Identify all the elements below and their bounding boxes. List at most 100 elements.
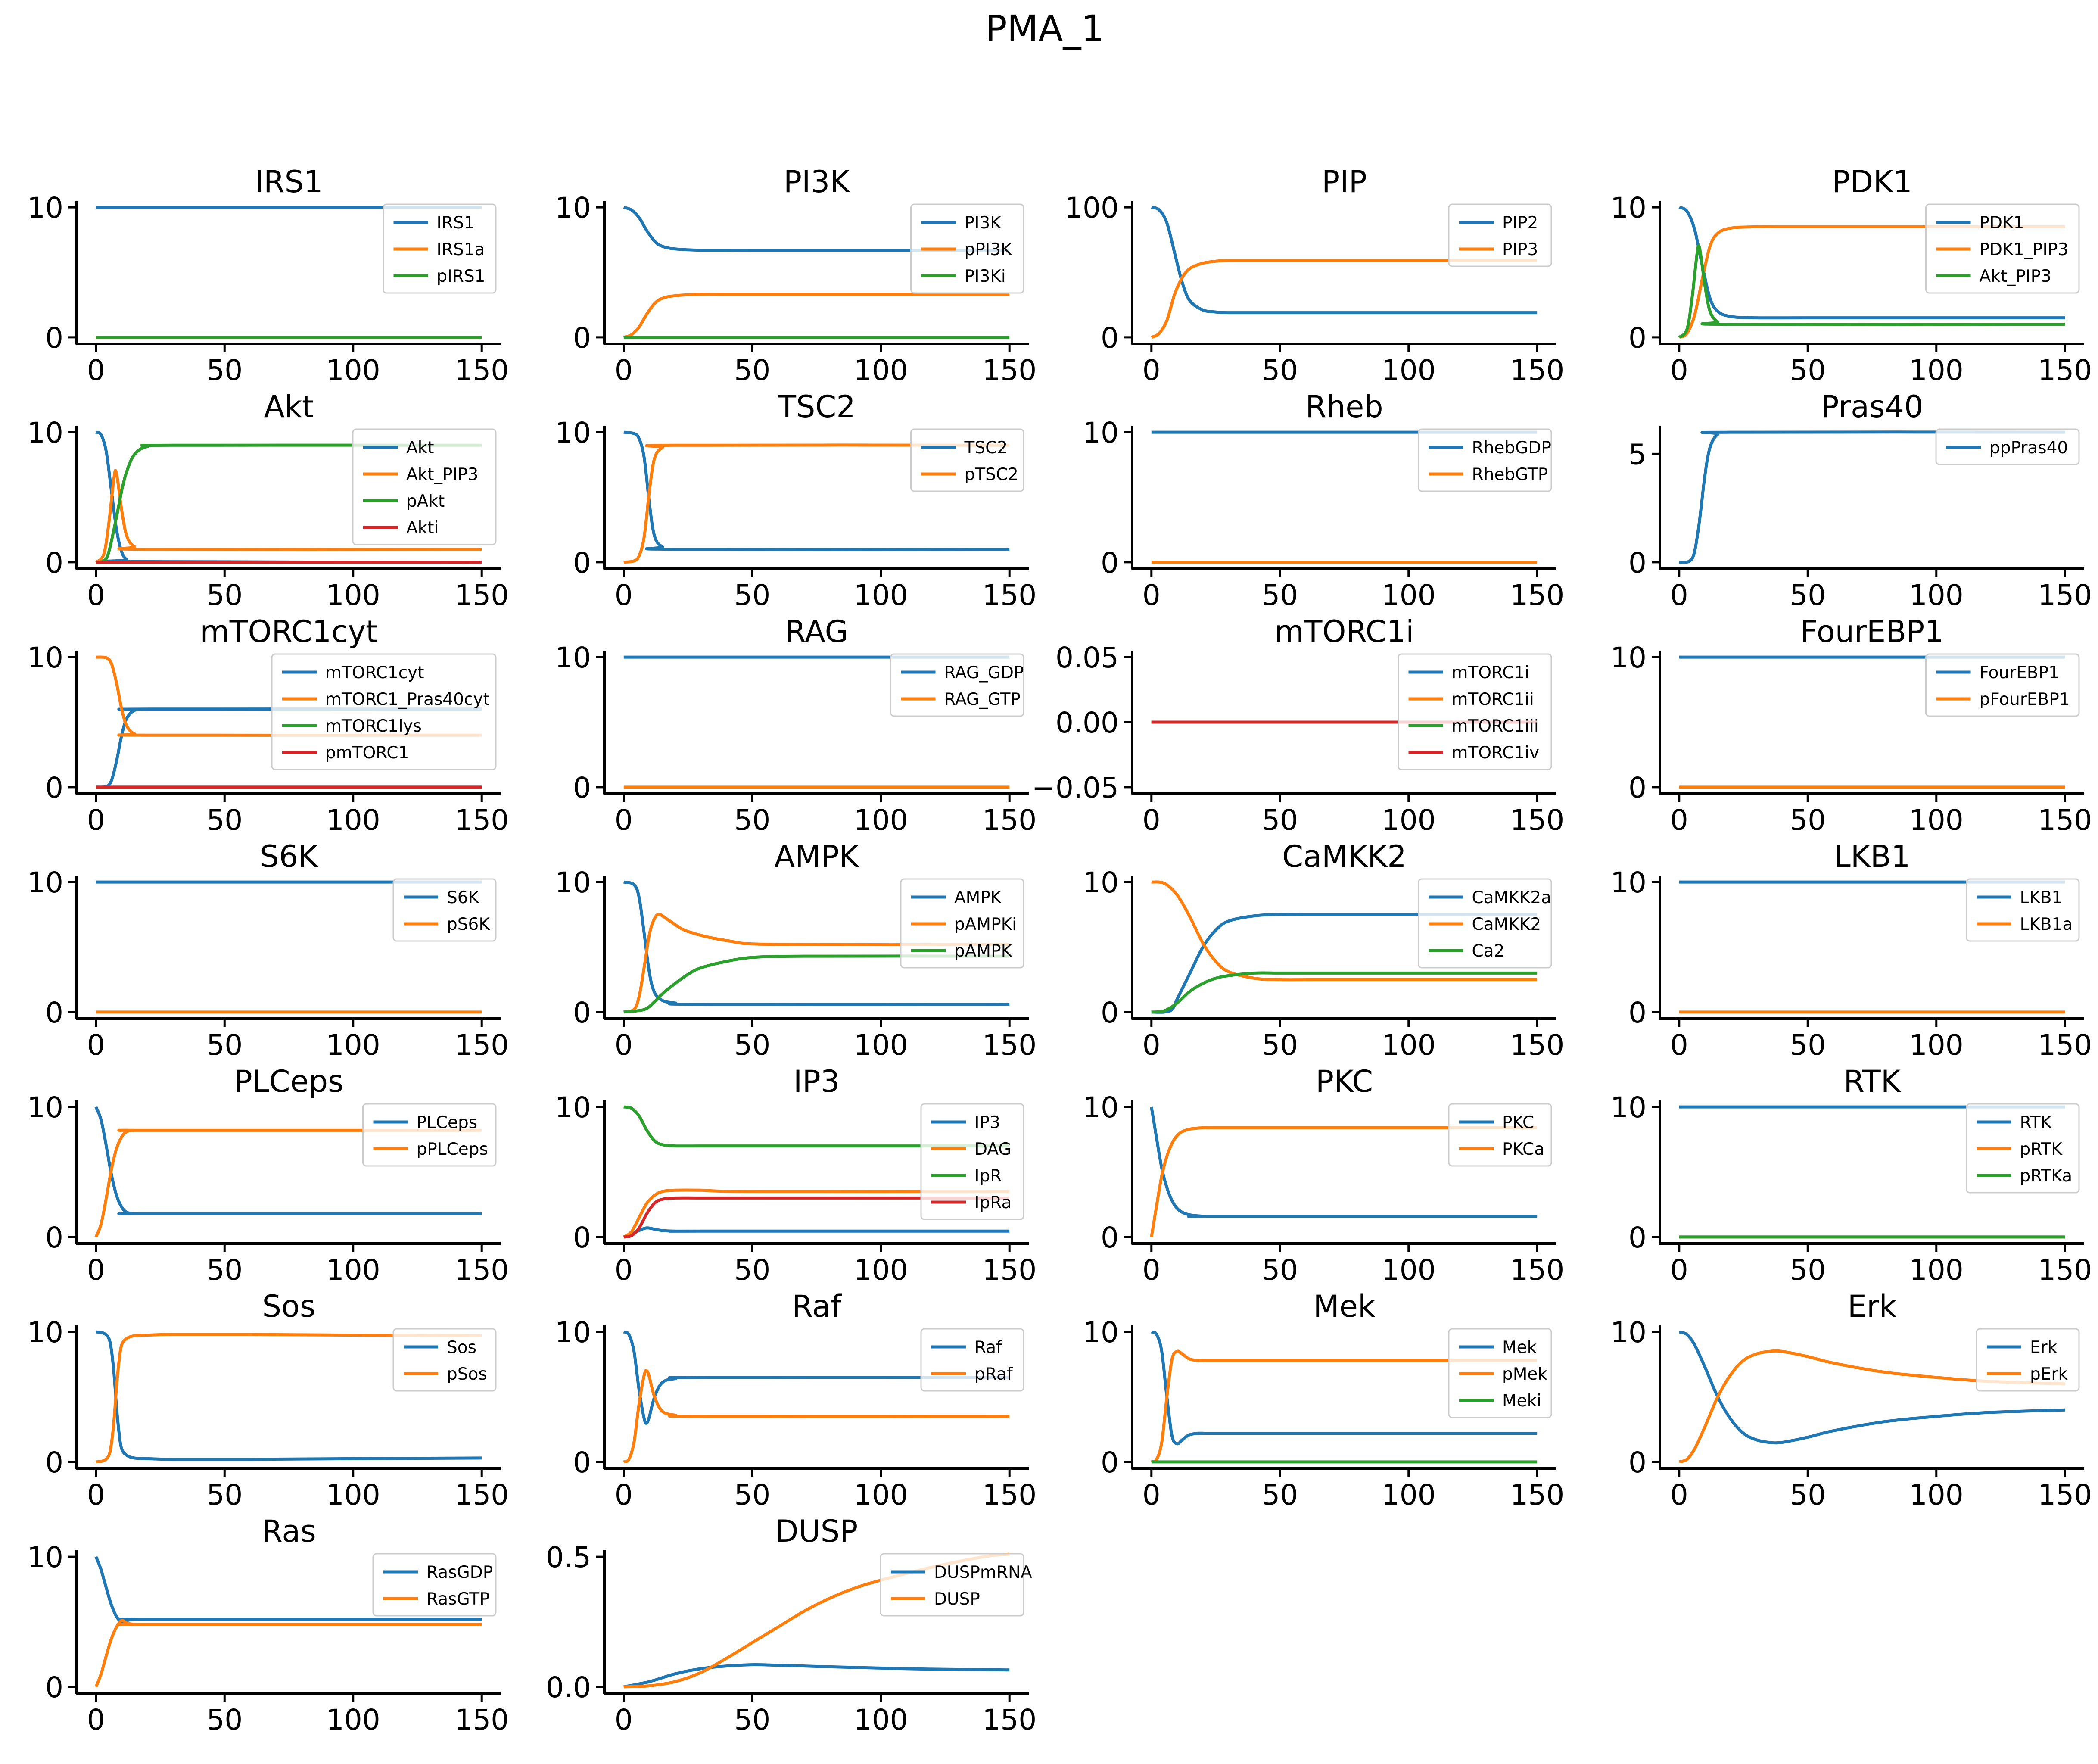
y-tick-label: 0 — [1628, 546, 1647, 580]
legend: CaMKK2a CaMKK2 Ca2 — [1418, 878, 1552, 969]
series-line-ipr — [623, 1105, 1010, 1148]
series-line-ipra — [623, 1196, 1010, 1239]
legend-label: mTORC1_Pras40cyt — [325, 690, 490, 709]
subplot-pras40: 0 50 100 150 0 5 Pras40 ppPras40 — [1628, 389, 2092, 612]
x-tick-label: 150 — [454, 579, 509, 612]
series-line-raf — [623, 1330, 1010, 1425]
series-line-pkca — [1150, 1126, 1538, 1237]
series-line-pdk1-pip3 — [1678, 225, 2065, 339]
legend-label: RhebGTP — [1472, 465, 1548, 484]
x-tick-label: 0 — [1670, 354, 1688, 387]
x-tick-label: 100 — [326, 1028, 380, 1062]
subplot-rag: 0 50 100 150 0 10 RAG RAG_GDP RAG_GTP — [555, 614, 1037, 837]
series-line-ptsc2 — [623, 443, 1010, 564]
subplot-akt: 0 50 100 150 0 10 Akt Akt Akt_PIP3 pAkt Akti — [27, 389, 509, 612]
subplot-erk: 0 50 100 150 0 10 Erk Erk pErk — [1610, 1289, 2092, 1512]
y-tick-label: 0 — [1101, 1446, 1119, 1479]
subplot-mtorc1cyt: 0 50 100 150 0 10 mTORC1cyt mTORC1cyt mTORC1_Pra… — [27, 614, 509, 837]
series-line-pdk1 — [1678, 206, 2065, 320]
y-tick-label: 10 — [555, 1316, 591, 1349]
subplot-title: Pras40 — [1821, 389, 1923, 424]
legend-frame — [383, 203, 497, 294]
series-line-akt-pip3 — [95, 469, 482, 564]
subplot-mek: 0 50 100 150 0 10 Mek Mek pMek Meki — [1083, 1289, 1564, 1512]
series-line-pi3k — [623, 206, 1010, 252]
legend-label: Meki — [1502, 1391, 1541, 1411]
x-tick-label: 100 — [1909, 1028, 1964, 1062]
subplot-mtorc1i: 0 50 100 150−0.050.000.05mTORC1imTORC1imTOR… — [1032, 614, 1564, 837]
legend-label: pS6K — [447, 915, 490, 934]
x-tick-label: 150 — [454, 1478, 509, 1512]
x-tick-label: 100 — [326, 354, 380, 387]
y-tick-label: 0 — [45, 771, 63, 804]
legend-label: pFourEBP1 — [1980, 690, 2070, 709]
x-tick-label: 0 — [87, 1478, 105, 1512]
y-tick-label: 0.00 — [1055, 706, 1119, 739]
legend-label: DUSPmRNA — [934, 1563, 1032, 1582]
y-tick-label: 10 — [1610, 641, 1647, 674]
legend: ppPras40 — [1935, 428, 2080, 465]
series-line-rasgdp — [94, 1556, 482, 1624]
subplot-title: PI3K — [784, 164, 850, 199]
y-tick-label: 0 — [45, 996, 63, 1029]
legend-label: pIRS1 — [437, 267, 486, 286]
legend-label: IpRa — [974, 1193, 1012, 1212]
legend-label: RasGDP — [426, 1563, 493, 1582]
legend-label: S6K — [447, 888, 480, 907]
y-tick-label: 10 — [27, 416, 63, 449]
subplot-ras: 0 50 100 150 0 10 Ras RasGDP RasGTP — [27, 1514, 509, 1736]
legend-label: RhebGDP — [1472, 438, 1551, 458]
legend-label: DUSP — [934, 1589, 980, 1609]
series-group — [623, 1105, 1010, 1239]
legend: IP3 DAG IpR IpRa — [920, 1103, 1024, 1220]
y-tick-label: 10 — [1083, 1316, 1119, 1349]
series-group — [95, 430, 482, 564]
x-tick-label: 150 — [1510, 804, 1564, 837]
x-tick-label: 100 — [1382, 804, 1436, 837]
legend-label: LKB1a — [2020, 915, 2073, 934]
x-tick-label: 0 — [615, 1028, 633, 1062]
x-tick-label: 100 — [1909, 579, 1964, 612]
legend-label: Akti — [406, 518, 439, 538]
y-tick-label: 10 — [1610, 1316, 1647, 1349]
legend: Mek pMek Meki — [1448, 1328, 1552, 1418]
x-tick-label: 100 — [1382, 1253, 1436, 1287]
x-tick-label: 0 — [87, 804, 105, 837]
legend-frame — [920, 1328, 1024, 1392]
x-tick-label: 50 — [734, 579, 770, 612]
legend-frame — [1925, 203, 2080, 294]
subplot-title: PDK1 — [1832, 164, 1912, 199]
subplot-s6k: 0 50 100 150 0 10 S6K S6K pS6K — [27, 839, 509, 1062]
legend-frame — [1398, 653, 1552, 770]
subplot-title: Mek — [1314, 1289, 1376, 1324]
series-group — [96, 655, 482, 789]
subplot-rtk: 0 50 100 150 0 10 RTK RTK pRTK pRTKa — [1610, 1064, 2092, 1287]
y-tick-label: 0 — [573, 1221, 591, 1254]
x-tick-label: 100 — [1909, 1253, 1964, 1287]
y-tick-label: 0 — [573, 996, 591, 1029]
legend-label: pPLCeps — [417, 1140, 488, 1159]
x-tick-label: 150 — [982, 1253, 1037, 1287]
x-tick-label: 50 — [734, 1703, 770, 1736]
legend-label: pRaf — [974, 1365, 1013, 1384]
x-tick-label: 100 — [854, 354, 908, 387]
series-group — [94, 1556, 482, 1688]
legend-label: RAG_GTP — [944, 690, 1021, 709]
subplot-irs1: 0 50 100 150 0 10 IRS1 IRS1 IRS1a pIRS1 — [27, 164, 509, 387]
legend-label: PKCa — [1502, 1140, 1544, 1159]
subplot-sos: 0 50 100 150 0 10 Sos Sos pSos — [27, 1289, 509, 1512]
x-tick-label: 0 — [1142, 804, 1161, 837]
series-line-akt-pip3 — [1678, 244, 2065, 339]
legend-label: PI3Ki — [965, 267, 1006, 286]
legend-label: pPI3K — [965, 240, 1013, 259]
y-tick-label: 10 — [27, 1091, 63, 1124]
subplot-pi3k: 0 50 100 150 0 10 PI3K PI3K pPI3K PI3Ki — [555, 164, 1037, 387]
x-tick-label: 150 — [2038, 1028, 2092, 1062]
x-tick-label: 50 — [1790, 1253, 1826, 1287]
subplot-title: mTORC1cyt — [200, 614, 378, 649]
legend-frame — [880, 1553, 1024, 1617]
y-tick-label: 0 — [1101, 546, 1119, 580]
legend: RhebGDP RhebGTP — [1418, 428, 1552, 492]
x-tick-label: 100 — [1382, 1478, 1436, 1512]
legend-label: CaMKK2 — [1472, 915, 1541, 934]
